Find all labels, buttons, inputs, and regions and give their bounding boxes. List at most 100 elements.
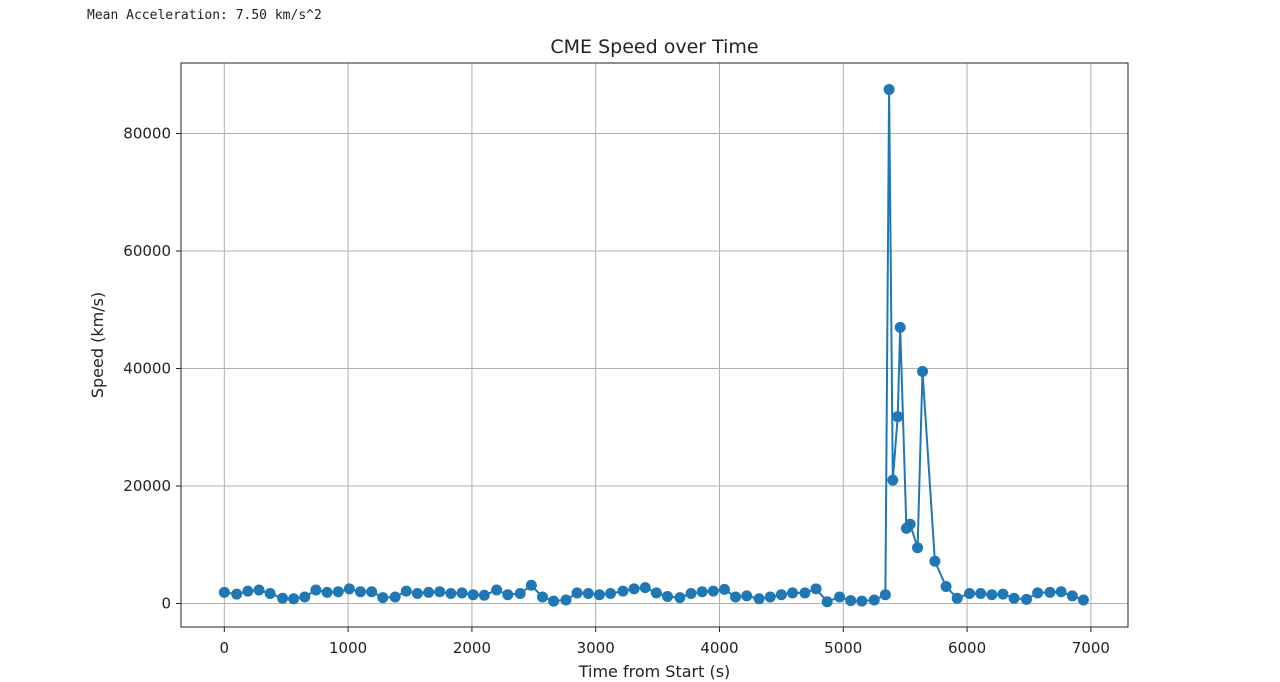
series-speed bbox=[218, 83, 1089, 608]
data-point bbox=[264, 588, 276, 600]
x-tick-label: 3000 bbox=[577, 639, 615, 657]
x-tick-label: 7000 bbox=[1072, 639, 1110, 657]
data-point bbox=[753, 593, 765, 605]
data-point bbox=[491, 584, 503, 596]
data-point bbox=[605, 588, 617, 600]
data-point bbox=[288, 593, 300, 605]
plot-frame bbox=[180, 62, 1129, 628]
axis-ticks: 0 1000 2000 3000 4000 5000 6000 7000 0 20000 40000… bbox=[123, 125, 1110, 658]
data-point bbox=[277, 592, 289, 604]
x-tick-label: 0 bbox=[220, 639, 230, 657]
y-axis-label: Speed (km/s) bbox=[88, 292, 107, 398]
data-point bbox=[821, 596, 833, 608]
data-point bbox=[434, 586, 446, 598]
data-point bbox=[764, 591, 776, 603]
data-point bbox=[894, 321, 906, 333]
data-point bbox=[593, 589, 605, 601]
y-tick-label: 80000 bbox=[123, 125, 171, 143]
data-point bbox=[975, 588, 987, 600]
data-point bbox=[917, 365, 929, 377]
data-point bbox=[868, 594, 880, 606]
x-axis-label: Time from Start (s) bbox=[578, 662, 731, 681]
data-point bbox=[997, 588, 1009, 600]
data-point bbox=[834, 591, 846, 603]
data-point bbox=[400, 585, 412, 597]
data-point bbox=[411, 588, 423, 600]
data-point bbox=[856, 595, 868, 607]
data-point bbox=[445, 588, 457, 600]
data-point bbox=[986, 589, 998, 601]
data-point bbox=[536, 591, 548, 603]
data-point bbox=[940, 580, 952, 592]
data-point bbox=[478, 589, 490, 601]
data-point bbox=[242, 585, 254, 597]
data-point bbox=[951, 592, 963, 604]
data-point bbox=[929, 555, 941, 567]
x-tick-label: 2000 bbox=[453, 639, 491, 657]
data-point bbox=[787, 587, 799, 599]
data-point bbox=[741, 590, 753, 602]
data-point bbox=[321, 586, 333, 598]
data-point bbox=[639, 582, 651, 594]
data-point bbox=[1077, 594, 1089, 606]
data-point bbox=[1066, 590, 1078, 602]
data-point bbox=[502, 589, 514, 601]
data-point bbox=[582, 588, 594, 600]
data-point bbox=[1055, 586, 1067, 598]
data-point bbox=[879, 589, 891, 601]
data-point bbox=[912, 542, 924, 554]
chart-title: CME Speed over Time bbox=[550, 36, 758, 58]
data-point bbox=[661, 590, 673, 602]
data-point bbox=[354, 586, 366, 598]
data-point bbox=[1020, 593, 1032, 605]
data-point bbox=[1032, 587, 1044, 599]
data-point bbox=[718, 583, 730, 595]
data-point bbox=[904, 518, 916, 530]
data-point bbox=[964, 588, 976, 600]
y-tick-label: 60000 bbox=[123, 242, 171, 260]
data-point bbox=[707, 585, 719, 597]
data-point bbox=[696, 586, 708, 598]
data-point bbox=[650, 587, 662, 599]
x-tick-label: 4000 bbox=[700, 639, 738, 657]
data-point bbox=[377, 592, 389, 604]
data-point bbox=[218, 586, 230, 598]
data-point bbox=[548, 595, 560, 607]
series-line bbox=[224, 88, 1084, 603]
y-tick-label: 20000 bbox=[123, 477, 171, 495]
data-point bbox=[628, 583, 640, 595]
data-point bbox=[253, 584, 265, 596]
data-point bbox=[810, 583, 822, 595]
data-point bbox=[299, 591, 311, 603]
data-point bbox=[883, 83, 895, 95]
data-point bbox=[423, 586, 435, 598]
data-point bbox=[1044, 586, 1056, 598]
data-point bbox=[892, 411, 904, 423]
data-point bbox=[310, 584, 322, 596]
grid bbox=[181, 63, 1128, 627]
data-point bbox=[674, 592, 686, 604]
data-point bbox=[343, 583, 355, 595]
data-point bbox=[685, 588, 697, 600]
x-tick-label: 5000 bbox=[824, 639, 862, 657]
x-tick-label: 1000 bbox=[329, 639, 367, 657]
data-point bbox=[332, 586, 344, 598]
data-point bbox=[799, 587, 811, 599]
data-point bbox=[456, 587, 468, 599]
data-point bbox=[525, 579, 537, 591]
data-point bbox=[617, 585, 629, 597]
data-point bbox=[389, 591, 401, 603]
data-point bbox=[571, 587, 583, 599]
output-text: Mean Acceleration: 7.50 km/s^2 bbox=[87, 8, 322, 23]
data-point bbox=[775, 589, 787, 601]
x-tick-label: 6000 bbox=[948, 639, 986, 657]
data-point bbox=[1008, 592, 1020, 604]
y-tick-label: 40000 bbox=[123, 360, 171, 378]
data-point bbox=[560, 594, 572, 606]
y-tick-label: 0 bbox=[161, 595, 171, 613]
data-point bbox=[887, 474, 899, 486]
data-point bbox=[730, 591, 742, 603]
data-point bbox=[231, 588, 243, 600]
data-point bbox=[514, 588, 526, 600]
